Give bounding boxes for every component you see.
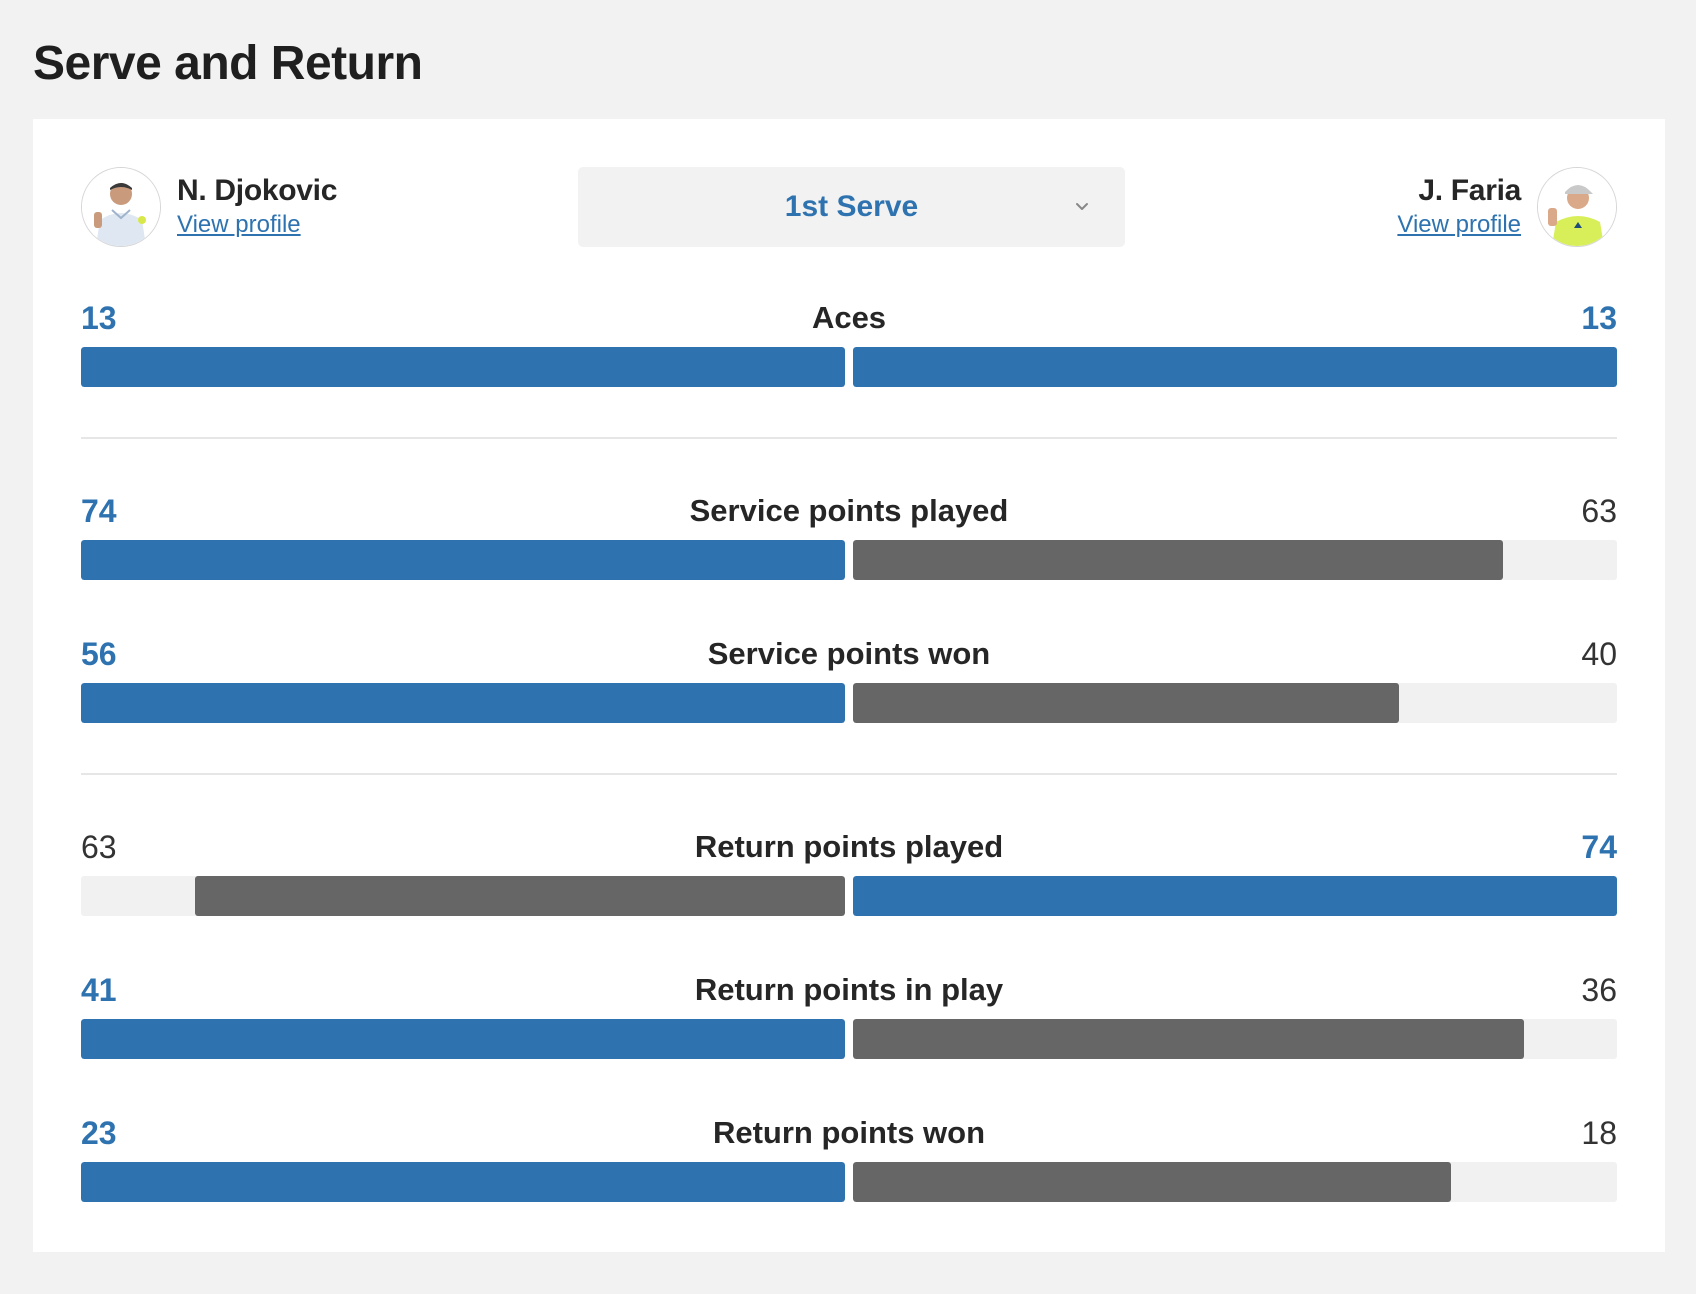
stat-left-track [81,540,845,580]
card-content: N. Djokovic View profile 1st Serve [81,119,1617,1252]
stat-left-bar [81,1162,845,1202]
stat-label: Return points played [694,829,1004,864]
stat-right-value: 63 [1581,493,1617,529]
stat-right-track [853,1019,1617,1059]
stat-left-track [81,876,845,916]
player-right-info: J. Faria View profile [1397,173,1521,241]
player-left-avatar[interactable] [81,167,161,247]
stat-right-track [853,876,1617,916]
player-left: N. Djokovic View profile [81,167,353,247]
stat-row-return-points-won: 23 Return points won 18 [81,1112,1617,1207]
stat-right-bar [853,1019,1524,1059]
stat-label: Service points played [689,493,1009,528]
stat-row-aces: 13 Aces 13 [81,297,1617,392]
stat-right-track [853,683,1617,723]
stat-left-bar [194,876,845,916]
stat-row-service-points-won: 56 Service points won 40 [81,633,1617,728]
player-avatar-icon [1538,168,1616,246]
serve-type-selected-value: 1st Serve [784,190,919,223]
player-avatar-icon [82,168,160,246]
player-right: J. Faria View profile [1381,167,1617,247]
stat-right-bar [853,683,1399,723]
stat-left-value: 41 [81,972,117,1008]
stat-row-return-points-played: 63 Return points played 74 [81,826,1617,921]
stat-left-value: 13 [81,300,117,336]
chevron-down-icon [1076,203,1088,210]
stat-right-track [853,347,1617,387]
stat-label: Service points won [707,636,991,671]
stat-right-value: 74 [1581,829,1617,865]
serve-type-select[interactable]: 1st Serve [578,167,1125,247]
stat-label: Return points in play [694,972,1004,1007]
stat-left-bar [81,540,845,580]
stat-left-value: 56 [81,636,117,672]
player-right-view-profile-link[interactable]: View profile [1397,211,1521,238]
stat-right-bar [853,1162,1451,1202]
player-right-avatar[interactable] [1537,167,1617,247]
stat-row-service-points-played: 74 Service points played 63 [81,490,1617,585]
stat-right-value: 40 [1581,636,1617,672]
stat-right-track [853,1162,1617,1202]
stat-right-value: 13 [1581,300,1617,336]
player-left-view-profile-link[interactable]: View profile [177,211,301,238]
section-divider [81,773,1617,775]
stat-left-value: 74 [81,493,117,529]
serve-return-card: N. Djokovic View profile 1st Serve [33,119,1665,1252]
stat-right-value: 18 [1581,1115,1617,1151]
stat-right-bar [853,347,1617,387]
player-right-name: J. Faria [1418,174,1521,207]
stat-right-bar [853,540,1504,580]
section-divider [81,437,1617,439]
player-left-info: N. Djokovic View profile [177,173,337,241]
stat-left-bar [81,683,845,723]
stat-left-track [81,1019,845,1059]
stat-label: Return points won [712,1115,986,1150]
stat-left-track [81,1162,845,1202]
stat-left-track [81,347,845,387]
stat-right-track [853,540,1617,580]
stat-left-track [81,683,845,723]
player-left-name: N. Djokovic [177,174,338,207]
stat-left-bar [81,347,845,387]
stat-left-value: 23 [81,1115,117,1151]
stat-row-return-points-in-play: 41 Return points in play 36 [81,969,1617,1064]
stat-right-bar [853,876,1617,916]
stat-right-value: 36 [1581,972,1617,1008]
stat-label: Aces [811,300,887,335]
page-title: Serve and Return [33,37,423,90]
stat-left-bar [81,1019,845,1059]
stat-left-value: 63 [81,829,117,865]
